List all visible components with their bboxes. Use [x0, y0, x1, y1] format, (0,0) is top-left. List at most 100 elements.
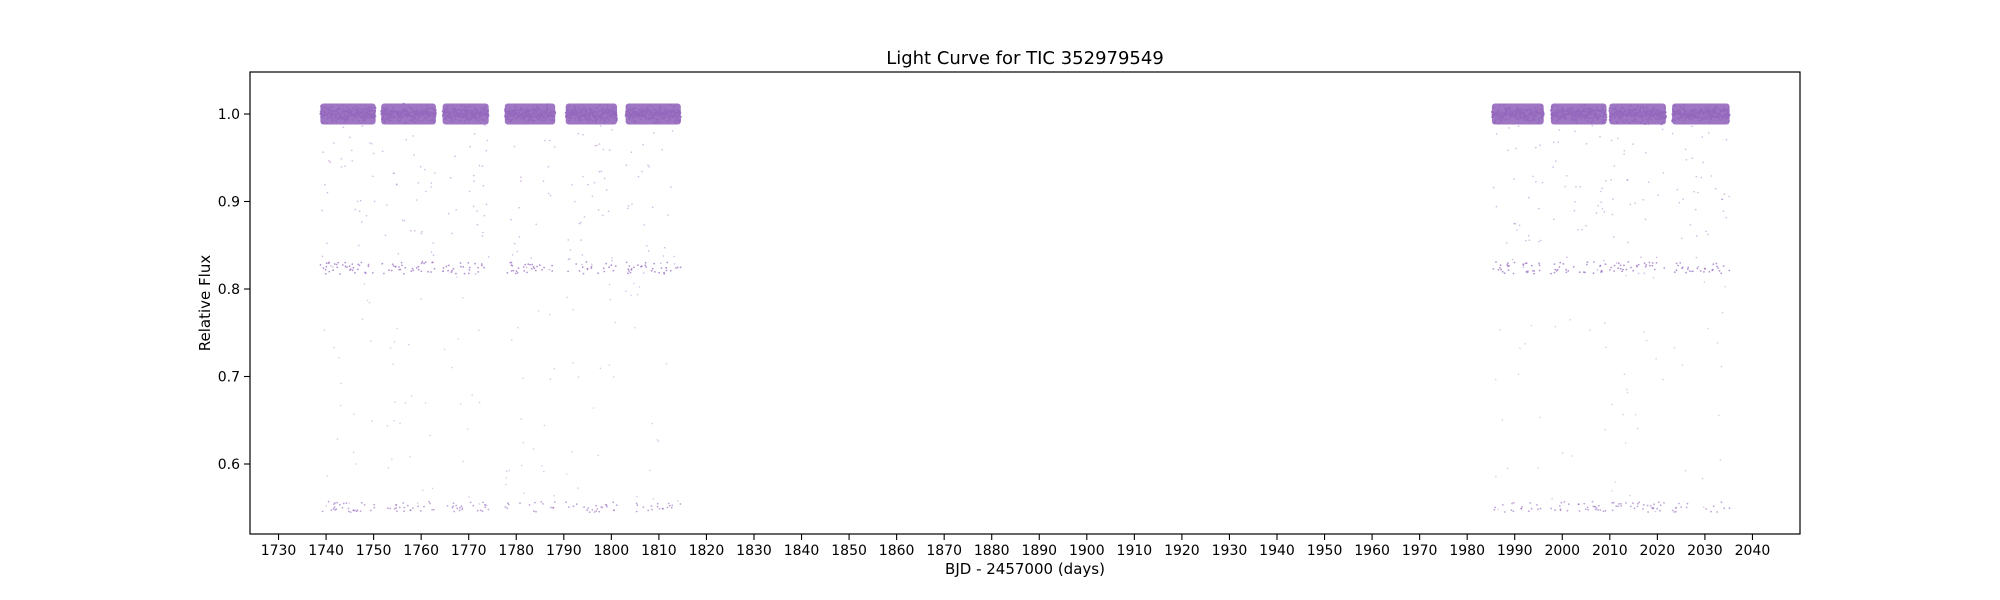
observation-segment: [1549, 103, 1608, 513]
data-point: [605, 504, 608, 507]
data-point: [1673, 346, 1676, 349]
data-point: [1610, 266, 1612, 269]
data-point: [518, 236, 521, 238]
data-point: [328, 159, 330, 162]
data-point: [1564, 185, 1566, 188]
data-point: [505, 477, 508, 479]
data-point: [1634, 414, 1637, 416]
data-point: [460, 505, 463, 508]
data-point: [1691, 157, 1694, 159]
data-point: [1637, 272, 1640, 275]
data-point: [1595, 212, 1598, 214]
data-point: [671, 130, 674, 132]
data-point: [417, 265, 420, 268]
data-point: [425, 190, 427, 193]
data-point: [1625, 274, 1627, 277]
data-point: [1558, 505, 1561, 507]
data-point: [462, 297, 464, 299]
data-point: [432, 242, 435, 244]
data-point: [1592, 505, 1595, 508]
data-point: [590, 265, 593, 268]
data-point: [510, 270, 513, 272]
data-point: [452, 505, 455, 508]
data-point: [1506, 467, 1509, 470]
x-tick-label: 1920: [1164, 543, 1200, 559]
data-point: [432, 254, 435, 256]
data-point: [452, 502, 455, 505]
data-point: [1556, 268, 1559, 271]
y-tick-label: 0.9: [218, 195, 240, 211]
data-point: [1528, 196, 1530, 199]
data-point: [359, 199, 362, 202]
data-point: [458, 509, 461, 512]
data-point: [410, 229, 412, 232]
data-point: [1695, 208, 1697, 211]
plot-frame: [249, 71, 1801, 535]
data-point: [536, 265, 538, 268]
data-point: [670, 186, 672, 188]
data-point: [421, 489, 424, 491]
data-point: [479, 509, 482, 512]
data-point: [507, 502, 509, 505]
data-point: [625, 290, 627, 293]
data-point: [1615, 262, 1618, 264]
y-axis-label: Relative Flux: [196, 255, 214, 352]
data-point: [1536, 504, 1538, 506]
data-point: [1511, 502, 1513, 505]
data-point: [417, 268, 420, 271]
data-point: [336, 501, 338, 504]
data-point: [431, 509, 433, 511]
data-point: [1627, 241, 1629, 244]
data-point: [625, 261, 628, 264]
data-point: [1597, 205, 1599, 207]
data-point: [1596, 269, 1599, 271]
data-point: [1651, 264, 1654, 267]
data-point: [1700, 176, 1703, 179]
data-point: [1528, 239, 1531, 241]
data-point: [583, 216, 586, 218]
data-point: [370, 142, 373, 145]
data-point: [1643, 331, 1645, 333]
data-point: [406, 504, 409, 507]
data-point: [591, 195, 594, 198]
data-point: [656, 505, 659, 508]
data-point: [1574, 201, 1576, 203]
data-point: [609, 298, 612, 301]
data-point: [614, 321, 617, 324]
data-point: [459, 506, 461, 509]
data-point: [1558, 266, 1561, 268]
data-point: [569, 258, 571, 260]
data-point: [1610, 179, 1612, 181]
data-point: [451, 232, 453, 235]
data-point: [1644, 265, 1647, 268]
data-points: [319, 102, 1731, 513]
data-point: [658, 507, 661, 510]
data-point: [1675, 510, 1677, 513]
data-point: [1687, 266, 1690, 269]
data-point: [1697, 266, 1700, 268]
data-point: [1612, 198, 1614, 200]
data-point: [1555, 160, 1557, 162]
data-point: [1704, 267, 1707, 270]
data-point: [1575, 185, 1577, 188]
data-point: [459, 403, 462, 405]
data-point: [1517, 125, 1520, 127]
data-point: [485, 203, 488, 206]
data-point: [1659, 504, 1662, 507]
baseline-flux-band: [1672, 103, 1730, 125]
data-point: [535, 510, 537, 513]
data-point: [417, 182, 420, 184]
data-point: [321, 255, 324, 258]
data-point: [592, 407, 595, 409]
data-point: [442, 267, 445, 269]
data-point: [612, 269, 615, 272]
data-point: [410, 270, 413, 273]
data-point: [1642, 508, 1644, 510]
data-point: [1661, 128, 1664, 131]
data-point: [1514, 222, 1517, 225]
data-point: [1642, 503, 1645, 506]
data-point: [649, 469, 651, 472]
data-point: [386, 424, 389, 427]
data-point: [1617, 267, 1620, 270]
data-point: [351, 149, 353, 152]
